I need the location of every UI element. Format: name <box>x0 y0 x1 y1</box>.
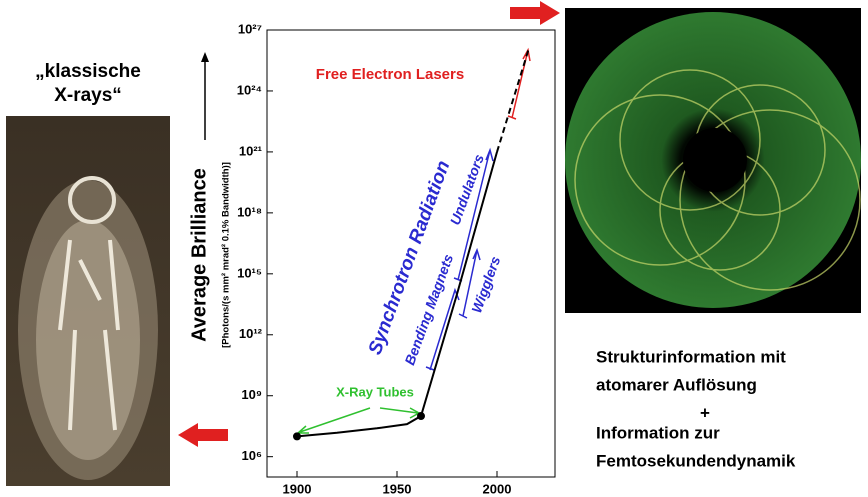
y-tick-label: 10²¹ <box>239 143 262 158</box>
diffraction-image <box>565 8 861 313</box>
y-tick-label: 10²⁷ <box>238 21 262 36</box>
xray-image <box>6 116 170 486</box>
y-tick-label: 10¹⁸ <box>237 204 262 219</box>
right-caption: Information zur <box>596 423 720 442</box>
x-tick-label: 1950 <box>383 481 412 496</box>
red-arrow <box>178 423 228 447</box>
annotation: Free Electron Lasers <box>316 66 464 83</box>
axis-arrow <box>201 52 209 140</box>
point <box>417 412 425 420</box>
x-tick-label: 1900 <box>283 481 312 496</box>
right-caption: atomarer Auflösung <box>596 375 757 394</box>
annotation: X-Ray Tubes <box>336 384 414 399</box>
y-tick-label: 10¹² <box>239 326 263 341</box>
right-caption: Strukturinformation mit <box>596 347 786 366</box>
y-tick-label: 10⁹ <box>241 387 262 402</box>
red-arrow <box>510 1 560 25</box>
right-caption: + <box>700 403 710 422</box>
slide: 10⁶ 10⁹ 10¹² 10¹⁵ 10¹⁸ 10²¹ 10²⁴ 10²⁷ 1900 1950 20… <box>0 0 868 497</box>
y-tick-label: 10²⁴ <box>237 82 262 97</box>
x-tick-label: 2000 <box>483 481 512 496</box>
y-tick-label: 10¹⁵ <box>237 265 262 280</box>
point <box>293 432 301 440</box>
left-caption: „klassische <box>35 61 141 82</box>
y-axis-title: Average Brilliance <box>188 168 210 342</box>
left-caption: X-rays“ <box>54 85 122 106</box>
right-caption: Femtosekundendynamik <box>596 451 796 470</box>
series-line <box>497 48 529 152</box>
y-tick-label: 10⁶ <box>242 448 262 463</box>
y-axis-units: [Photons/(s mm² mrad² 0.1% Bandwidth)] <box>221 162 232 348</box>
